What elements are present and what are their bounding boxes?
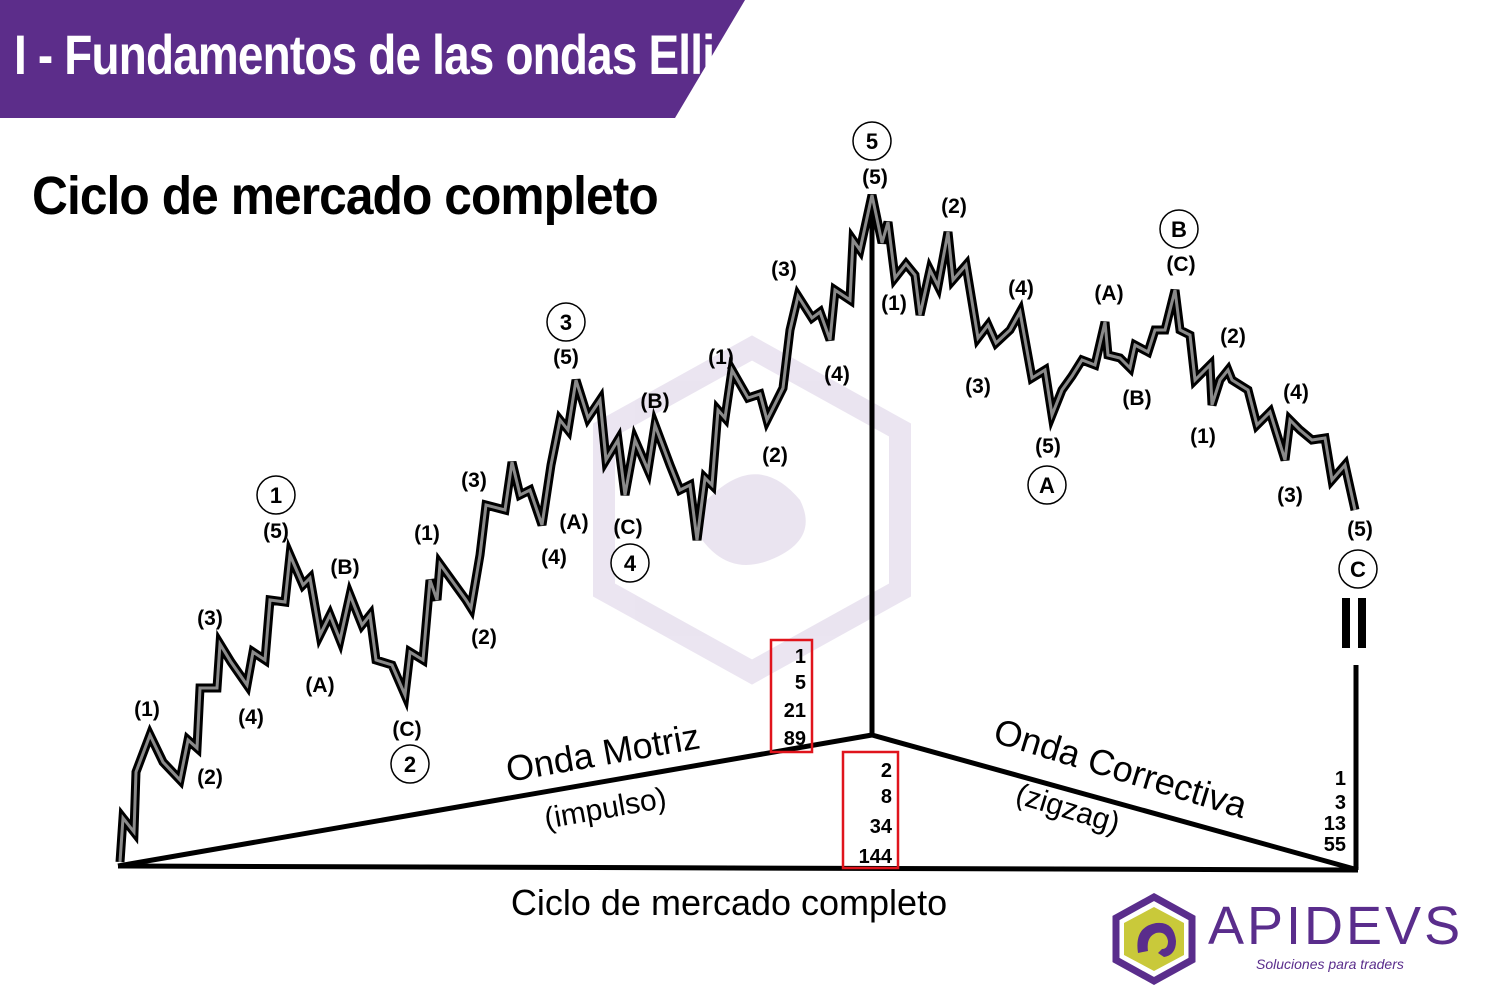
subwave-label: (1) <box>414 522 440 545</box>
circle-label-5: 5 <box>852 121 892 161</box>
subwave-label: (5) <box>263 520 289 543</box>
cycle-triangle <box>117 195 1359 873</box>
subwave-label: (4) <box>1283 381 1309 404</box>
subwave-label: (A) <box>305 674 334 697</box>
svg-text:1: 1 <box>270 483 282 508</box>
subwave-label: (4) <box>238 706 264 729</box>
svg-text:3: 3 <box>560 310 572 335</box>
svg-text:5: 5 <box>866 129 878 154</box>
fib-number: 55 <box>1324 834 1346 856</box>
circle-label-1: 1 <box>256 475 296 515</box>
fib-number: 3 <box>1335 792 1346 814</box>
circle-label-3: 3 <box>546 302 586 342</box>
subwave-label: (2) <box>1220 325 1246 348</box>
svg-text:2: 2 <box>404 752 416 777</box>
subwave-labels: (1) (2) (3) (4) (5) (A) (B) (C) (1) (2) … <box>134 166 1373 789</box>
logo-tagline: Soluciones para traders <box>1256 956 1404 972</box>
fib-box-top: 1 5 21 89 <box>769 638 814 754</box>
circle-label-A: A <box>1027 465 1067 505</box>
subwave-label: (C) <box>392 718 421 741</box>
subwave-label: (4) <box>824 363 850 386</box>
subwave-label: (B) <box>640 390 669 413</box>
fib-number: 1 <box>1335 768 1346 790</box>
circle-label-B: B <box>1159 209 1199 249</box>
subwave-label: (A) <box>559 511 588 534</box>
subwave-label: (1) <box>1190 425 1216 448</box>
subwave-label: (2) <box>471 626 497 649</box>
subwave-label: (4) <box>541 546 567 569</box>
subwave-label: (3) <box>461 469 487 492</box>
fib-number: 5 <box>795 672 806 694</box>
apidevs-logo: APIDEVS Soluciones para traders <box>1108 893 1488 985</box>
motriz-label: Onda Motriz <box>503 715 703 789</box>
fib-number: 8 <box>881 786 892 808</box>
subwave-label: (5) <box>553 346 579 369</box>
subwave-label: (C) <box>1166 253 1195 276</box>
subwave-label: (B) <box>1122 387 1151 410</box>
subwave-label: (1) <box>708 346 734 369</box>
subwave-label: (2) <box>762 444 788 467</box>
subwave-label: (3) <box>1277 484 1303 507</box>
subwave-label: (5) <box>1035 435 1061 458</box>
svg-text:A: A <box>1039 473 1055 498</box>
fib-number: 144 <box>859 846 893 868</box>
svg-text:4: 4 <box>624 551 637 576</box>
circle-label-2: 2 <box>390 744 430 784</box>
wave-path-highlight <box>118 194 1357 863</box>
fib-number: 1 <box>795 646 806 668</box>
logo-name: APIDEVS <box>1208 896 1464 956</box>
circle-label-4: 4 <box>610 543 650 583</box>
diagram-subtitle: Ciclo de mercado completo <box>32 166 659 226</box>
fib-number: 34 <box>870 816 893 838</box>
fib-number: 21 <box>784 700 806 722</box>
fib-number: 13 <box>1324 813 1346 835</box>
fib-right: 1 3 13 55 <box>1324 768 1346 856</box>
svg-text:B: B <box>1171 217 1187 242</box>
apidevs-emblem-icon <box>1112 893 1196 985</box>
fib-box-mid: 2 8 34 144 <box>841 750 900 870</box>
subwave-label: (1) <box>881 292 907 315</box>
fib-number: 89 <box>784 728 806 750</box>
subwave-label: (5) <box>862 166 888 189</box>
bottom-caption: Ciclo de mercado completo <box>511 882 947 923</box>
subwave-label: (2) <box>197 766 223 789</box>
subwave-label: (5) <box>1347 518 1373 541</box>
subwave-label: (3) <box>771 258 797 281</box>
subwave-label: (2) <box>941 195 967 218</box>
subwave-label: (1) <box>134 698 160 721</box>
page-title: I - Fundamentos de las ondas Elliot <box>14 23 757 86</box>
subwave-label: (3) <box>197 607 223 630</box>
equals-marker <box>1342 598 1366 648</box>
subwave-label: (B) <box>330 556 359 579</box>
fib-number: 2 <box>881 760 892 782</box>
subwave-label: (3) <box>965 375 991 398</box>
header-banner: I - Fundamentos de las ondas Elliot <box>0 0 757 118</box>
subwave-label: (4) <box>1008 277 1034 300</box>
banner-shape <box>0 0 745 118</box>
subwave-label: (C) <box>613 516 642 539</box>
circle-label-C: C <box>1338 549 1378 589</box>
svg-text:C: C <box>1350 557 1366 582</box>
subwave-label: (A) <box>1094 282 1123 305</box>
